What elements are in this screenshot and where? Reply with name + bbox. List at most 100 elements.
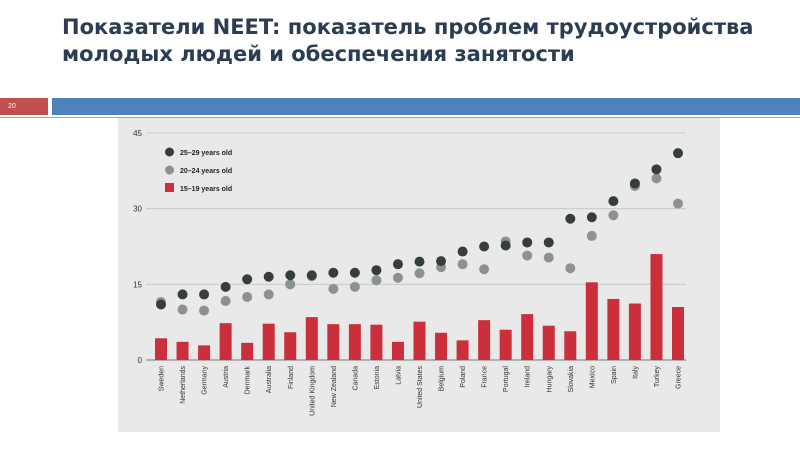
bar-15-19	[370, 324, 383, 360]
dot-20-24	[285, 279, 296, 290]
x-category-label: Hungary	[546, 366, 553, 393]
dot-20-24	[242, 291, 253, 302]
bar-15-19	[521, 314, 534, 360]
x-category-label: Belgium	[439, 366, 446, 391]
bar-15-19	[564, 331, 577, 360]
dot-25-29	[651, 164, 662, 175]
y-tick-label: 30	[133, 205, 142, 214]
x-category-label: Germany	[202, 366, 209, 395]
bar-15-19	[413, 321, 426, 360]
dot-20-24	[651, 173, 662, 184]
x-category-label: Finland	[288, 366, 295, 389]
bar-15-19	[348, 324, 361, 360]
dot-25-29	[500, 240, 511, 251]
dot-20-24	[371, 275, 382, 286]
x-category-label: Mexico	[589, 366, 596, 388]
x-category-label: Italy	[632, 366, 639, 379]
bar-15-19	[155, 338, 167, 360]
dot-25-29	[392, 259, 403, 270]
dot-20-24	[543, 252, 554, 263]
slide-number: 20	[0, 98, 48, 115]
x-category-label: Slovakia	[568, 366, 575, 393]
dot-20-24	[263, 289, 274, 300]
dot-20-24	[392, 272, 403, 283]
y-tick-label: 15	[133, 280, 142, 289]
y-tick-label: 45	[133, 129, 142, 138]
x-category-label: Estonia	[374, 366, 381, 389]
dot-25-29	[306, 270, 317, 281]
x-category-label: Portugal	[503, 366, 510, 393]
dot-25-29	[242, 274, 253, 285]
dot-25-29	[414, 256, 425, 267]
y-tick-label: 0	[138, 356, 143, 365]
bar-15-19	[650, 254, 663, 360]
x-category-label: Greece	[676, 366, 683, 389]
bar-15-19	[585, 282, 598, 360]
x-category-label: Spain	[611, 366, 618, 384]
x-category-label: Austria	[223, 366, 230, 388]
dot-20-24	[328, 283, 339, 294]
bar-15-19	[542, 325, 555, 360]
dot-25-29	[629, 178, 640, 189]
dot-25-29	[371, 265, 382, 276]
bar-15-19	[456, 340, 469, 360]
dot-25-29	[220, 281, 231, 292]
bar-15-19	[176, 341, 189, 360]
dot-20-24	[479, 264, 490, 275]
legend-label: 20–24 years old	[180, 168, 232, 175]
dot-20-24	[199, 305, 210, 316]
title-accent-bar	[52, 98, 800, 115]
dot-25-29	[586, 212, 597, 223]
bar-15-19	[262, 323, 275, 360]
dot-20-24	[673, 198, 683, 209]
dot-25-29	[457, 246, 468, 257]
dot-25-29	[285, 270, 296, 281]
legend-swatch-dot	[165, 147, 174, 157]
x-category-label: Latvia	[395, 366, 402, 385]
legend-label: 15–19 years old	[180, 186, 232, 193]
dot-20-24	[565, 263, 576, 274]
bar-15-19	[499, 329, 512, 360]
x-category-label: France	[482, 366, 489, 388]
bar-15-19	[327, 324, 340, 360]
legend-swatch-dot	[165, 165, 174, 175]
bar-15-19	[628, 303, 641, 360]
dot-25-29	[328, 267, 339, 278]
bar-15-19	[391, 341, 404, 360]
x-category-label: Canada	[352, 366, 359, 391]
bar-15-19	[241, 342, 254, 360]
legend-swatch-bar	[165, 183, 174, 192]
x-category-label: Sweden	[159, 366, 166, 391]
dot-25-29	[565, 213, 576, 224]
dot-25-29	[479, 241, 490, 252]
dot-20-24	[177, 304, 188, 315]
x-category-label: Denmark	[245, 366, 252, 395]
bar-15-19	[672, 307, 684, 360]
dot-25-29	[156, 299, 166, 310]
bar-15-19	[478, 320, 491, 360]
bar-15-19	[219, 323, 232, 360]
dot-20-24	[349, 281, 360, 292]
dot-20-24	[522, 250, 533, 261]
x-category-label: United Kingdom	[309, 366, 316, 416]
dot-20-24	[414, 268, 425, 279]
dot-20-24	[586, 230, 597, 241]
title-divider	[0, 117, 800, 118]
x-category-label: Poland	[460, 366, 467, 388]
bar-15-19	[198, 345, 211, 360]
dot-25-29	[543, 237, 554, 248]
x-category-label: Australia	[266, 366, 273, 393]
bar-15-19	[435, 332, 448, 360]
dot-25-29	[263, 271, 274, 282]
dot-25-29	[349, 267, 360, 278]
dot-20-24	[220, 295, 231, 306]
dot-25-29	[177, 289, 188, 300]
x-category-label: Netherlands	[180, 366, 187, 404]
x-category-label: Turkey	[654, 366, 661, 388]
x-category-label: Ireland	[525, 366, 532, 388]
dot-25-29	[436, 256, 447, 267]
bar-15-19	[284, 332, 297, 360]
slide-title: Показатели NEET: показатель проблем труд…	[62, 15, 754, 66]
x-category-label: New Zealand	[331, 366, 338, 407]
dot-25-29	[522, 237, 533, 248]
